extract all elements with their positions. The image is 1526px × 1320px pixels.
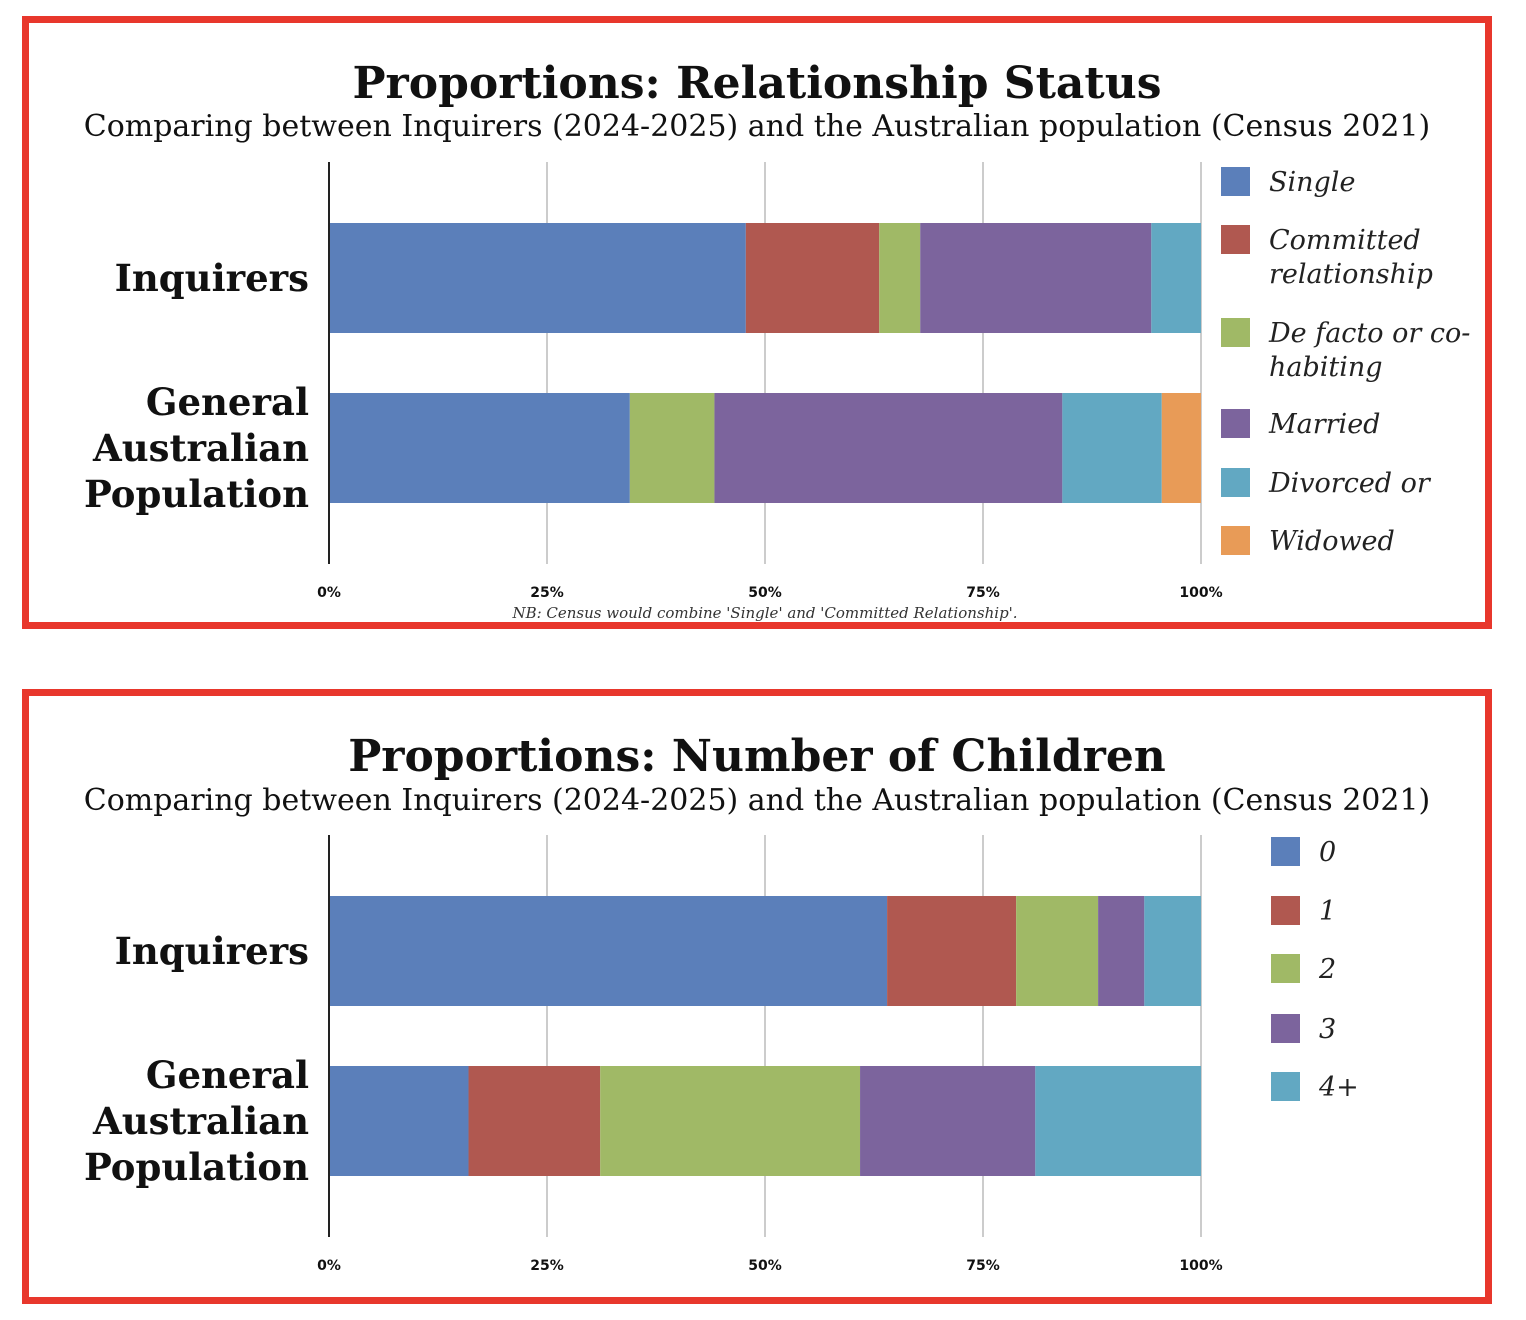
bar-segment-divorced-or (1062, 393, 1162, 503)
legend-label-4-plus: 4+ (1318, 1072, 1359, 1103)
category-label: Inquirers (115, 929, 309, 973)
bar-segment-divorced-or (1151, 223, 1201, 333)
bar-segment-3 (860, 1066, 1036, 1176)
legend-swatch-married (1221, 409, 1250, 438)
legend-label-divorced-or: Divorced or (1268, 468, 1432, 499)
x-tick-label: 25% (530, 585, 564, 601)
bar-segment-4-plus (1035, 1066, 1201, 1176)
bar-segment-2 (600, 1066, 861, 1176)
x-tick-label: 25% (530, 1258, 564, 1274)
legend-swatch-widowed (1221, 526, 1250, 555)
bar-segment-committed-relationship (745, 223, 880, 333)
legend-label-1: 1 (1319, 896, 1336, 927)
bar-segment-2 (1016, 896, 1099, 1006)
bar-segment-1 (887, 896, 1017, 1006)
category-label: General Australian Population (84, 1053, 309, 1189)
bar-segment-single (329, 223, 746, 333)
bar-segment-3 (1098, 896, 1145, 1006)
legend-swatch-committed-relationship (1221, 225, 1250, 254)
bar-segment-4-plus (1144, 896, 1201, 1006)
legend-swatch-2 (1271, 954, 1300, 983)
number-of-children-chart: Proportions: Number of ChildrenComparing… (84, 731, 1431, 1274)
chart-subtitle: Comparing between Inquirers (2024-2025) … (84, 109, 1431, 144)
bar-segment-0 (329, 896, 888, 1006)
legend-label-3: 3 (1319, 1014, 1336, 1045)
relationship-status-chart-panel: Proportions: Relationship Status Comparin… (22, 16, 1492, 629)
number-of-children-chart-panel: Proportions: Number of Children Comparing… (22, 689, 1492, 1304)
x-tick-label: 100% (1179, 1258, 1222, 1274)
bar-segment-de-facto-or-co-habiting (629, 393, 715, 503)
x-tick-label: 75% (966, 585, 1000, 601)
legend-label-2: 2 (1318, 954, 1336, 985)
chart-footnote: NB: Census would combine 'Single' and 'C… (511, 604, 1017, 622)
legend-swatch-de-facto-or-co-habiting (1221, 318, 1250, 347)
x-tick-label: 75% (966, 1258, 1000, 1274)
category-label: General Australian Population (84, 380, 309, 516)
legend-swatch-4-plus (1271, 1072, 1300, 1101)
legend-label-widowed: Widowed (1269, 526, 1395, 557)
legend-swatch-0 (1271, 837, 1300, 866)
legend-swatch-single (1221, 167, 1250, 196)
x-tick-label: 100% (1179, 585, 1222, 601)
relationship-status-chart: Proportions: Relationship StatusComparin… (84, 58, 1471, 622)
bar-segment-0 (329, 1066, 469, 1176)
x-tick-label: 0% (317, 585, 341, 601)
x-tick-label: 50% (748, 585, 782, 601)
x-tick-label: 50% (748, 1258, 782, 1274)
chart-title: Proportions: Number of Children (348, 731, 1166, 782)
chart-subtitle: Comparing between Inquirers (2024-2025) … (84, 783, 1431, 818)
bar-segment-1 (468, 1066, 601, 1176)
legend-swatch-divorced-or (1221, 468, 1250, 497)
legend-label-0: 0 (1319, 837, 1336, 868)
category-label: Inquirers (115, 256, 309, 300)
legend-label-committed-relationship: Committed relationship (1269, 225, 1433, 290)
chart-title: Proportions: Relationship Status (352, 58, 1161, 109)
legend-label-single: Single (1269, 167, 1355, 198)
bar-segment-married (714, 393, 1063, 503)
bar-segment-widowed (1161, 393, 1201, 503)
bar-segment-married (920, 223, 1152, 333)
legend-label-married: Married (1268, 409, 1380, 440)
bar-segment-de-facto-or-co-habiting (879, 223, 921, 333)
bar-segment-single (329, 393, 630, 503)
legend-swatch-1 (1271, 896, 1300, 925)
legend-swatch-3 (1271, 1014, 1300, 1043)
legend-label-de-facto-or-co-habiting: De facto or co-habiting (1268, 318, 1470, 383)
x-tick-label: 0% (317, 1258, 341, 1274)
